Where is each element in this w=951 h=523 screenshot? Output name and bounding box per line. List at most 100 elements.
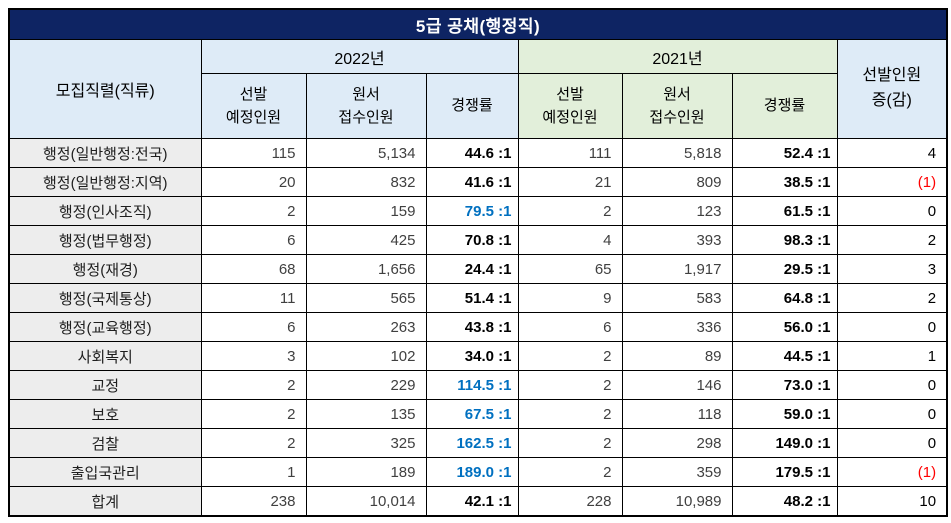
table-row: 행정(일반행정:지역) 20 832 41.6 :1 21 809 38.5 :1 (1) (8, 167, 948, 197)
cell-diff: 2 (836, 225, 948, 255)
title-row: 5급 공채(행정직) (8, 8, 948, 40)
table-row: 보호 2 135 67.5 :1 2 118 59.0 :1 0 (8, 399, 948, 429)
cell-2021-planned: 2 (517, 457, 623, 487)
cell-diff: 2 (836, 283, 948, 313)
cell-2021-ratio: 44.5 :1 (731, 341, 838, 371)
cell-2022-applicants: 159 (305, 196, 427, 226)
cell-2021-applicants: 123 (621, 196, 733, 226)
cell-diff: 0 (836, 428, 948, 458)
cell-2021-ratio: 38.5 :1 (731, 167, 838, 197)
cell-2022-ratio: 42.1 :1 (425, 486, 519, 517)
cell-2021-applicants: 809 (621, 167, 733, 197)
row-label: 교정 (8, 370, 202, 400)
table-row: 사회복지 3 102 34.0 :1 2 89 44.5 :1 1 (8, 341, 948, 371)
cell-2021-planned: 111 (517, 138, 623, 168)
cell-diff: 0 (836, 370, 948, 400)
cell-diff: (1) (836, 457, 948, 487)
cell-2022-applicants: 229 (305, 370, 427, 400)
cell-2021-planned: 2 (517, 428, 623, 458)
row-label: 행정(국제통상) (8, 283, 202, 313)
cell-2021-ratio: 56.0 :1 (731, 312, 838, 342)
cell-2022-applicants: 565 (305, 283, 427, 313)
cell-diff: 0 (836, 196, 948, 226)
header-line: 예정인원 (542, 109, 598, 126)
cell-2022-planned: 6 (200, 312, 307, 342)
cell-2022-applicants: 425 (305, 225, 427, 255)
col-group-2021: 2021년 (517, 39, 838, 74)
cell-2022-ratio: 79.5 :1 (425, 196, 519, 226)
cell-2021-ratio: 52.4 :1 (731, 138, 838, 168)
col-header-2021-ratio: 경쟁률 (731, 73, 838, 139)
header-line: 원서 (352, 85, 380, 103)
cell-2021-applicants: 89 (621, 341, 733, 371)
row-label: 사회복지 (8, 341, 202, 371)
cell-diff: 3 (836, 254, 948, 284)
cell-2022-planned: 238 (200, 486, 307, 517)
cell-2022-planned: 11 (200, 283, 307, 313)
cell-2022-applicants: 102 (305, 341, 427, 371)
col-header-category: 모집직렬(직류) (8, 39, 202, 139)
cell-2022-applicants: 189 (305, 457, 427, 487)
cell-2021-planned: 9 (517, 283, 623, 313)
cell-2021-ratio: 61.5 :1 (731, 196, 838, 226)
cell-2021-ratio: 73.0 :1 (731, 370, 838, 400)
cell-2022-applicants: 10,014 (305, 486, 427, 517)
cell-2021-applicants: 298 (621, 428, 733, 458)
table-row: 교정 2 229 114.5 :1 2 146 73.0 :1 0 (8, 370, 948, 400)
cell-2022-planned: 2 (200, 428, 307, 458)
cell-2021-planned: 2 (517, 370, 623, 400)
table-row: 출입국관리 1 189 189.0 :1 2 359 179.5 :1 (1) (8, 457, 948, 487)
cell-2021-applicants: 336 (621, 312, 733, 342)
cell-2022-ratio: 70.8 :1 (425, 225, 519, 255)
cell-diff: 1 (836, 341, 948, 371)
header-line: 선발 (556, 85, 584, 103)
header-line: 접수인원 (649, 109, 705, 126)
cell-2022-ratio: 67.5 :1 (425, 399, 519, 429)
table-row: 행정(인사조직) 2 159 79.5 :1 2 123 61.5 :1 0 (8, 196, 948, 226)
cell-2022-applicants: 832 (305, 167, 427, 197)
cell-diff: 0 (836, 399, 948, 429)
cell-2022-ratio: 114.5 :1 (425, 370, 519, 400)
row-label: 행정(일반행정:지역) (8, 167, 202, 197)
cell-2022-applicants: 263 (305, 312, 427, 342)
table-row: 행정(재경) 68 1,656 24.4 :1 65 1,917 29.5 :1 3 (8, 254, 948, 284)
table-container: 5급 공채(행정직) 모집직렬(직류) 2022년 2021년 선발인원 증(감… (8, 8, 949, 517)
cell-2022-applicants: 135 (305, 399, 427, 429)
cell-2022-planned: 2 (200, 370, 307, 400)
row-label: 보호 (8, 399, 202, 429)
cell-2021-planned: 2 (517, 196, 623, 226)
col-header-2021-planned: 선발 예정인원 (517, 73, 623, 139)
table-row: 행정(교육행정) 6 263 43.8 :1 6 336 56.0 :1 0 (8, 312, 948, 342)
cell-2021-ratio: 179.5 :1 (731, 457, 838, 487)
cell-2022-applicants: 5,134 (305, 138, 427, 168)
cell-2022-applicants: 325 (305, 428, 427, 458)
cell-2021-applicants: 5,818 (621, 138, 733, 168)
cell-2021-ratio: 149.0 :1 (731, 428, 838, 458)
header-line: 원서 (663, 85, 691, 103)
cell-2022-planned: 2 (200, 399, 307, 429)
cell-2022-planned: 6 (200, 225, 307, 255)
cell-2021-ratio: 64.8 :1 (731, 283, 838, 313)
row-label: 합계 (8, 486, 202, 517)
year-header-row: 모집직렬(직류) 2022년 2021년 선발인원 증(감) (8, 39, 948, 139)
cell-diff: 4 (836, 138, 948, 168)
cell-2021-applicants: 359 (621, 457, 733, 487)
table-row: 행정(법무행정) 6 425 70.8 :1 4 393 98.3 :1 2 (8, 225, 948, 255)
cell-2021-planned: 4 (517, 225, 623, 255)
row-label: 행정(인사조직) (8, 196, 202, 226)
cell-2021-applicants: 393 (621, 225, 733, 255)
col-group-2022: 2022년 (200, 39, 519, 74)
table-row-total: 합계 238 10,014 42.1 :1 228 10,989 48.2 :1 10 (8, 486, 948, 517)
cell-2022-ratio: 24.4 :1 (425, 254, 519, 284)
cell-2021-applicants: 1,917 (621, 254, 733, 284)
row-label: 행정(법무행정) (8, 225, 202, 255)
cell-2021-planned: 2 (517, 399, 623, 429)
cell-2022-planned: 20 (200, 167, 307, 197)
col-header-2021-applicants: 원서 접수인원 (621, 73, 733, 139)
cell-2021-ratio: 48.2 :1 (731, 486, 838, 517)
cell-2021-ratio: 29.5 :1 (731, 254, 838, 284)
sub-header-row: 선발 예정인원 원서 접수인원 경쟁률 선발 예정인원 원서 접수인원 경쟁률 (9, 73, 947, 139)
row-label: 행정(교육행정) (8, 312, 202, 342)
table-title: 5급 공채(행정직) (8, 8, 948, 40)
diff-header-line1: 선발인원 (862, 67, 922, 85)
